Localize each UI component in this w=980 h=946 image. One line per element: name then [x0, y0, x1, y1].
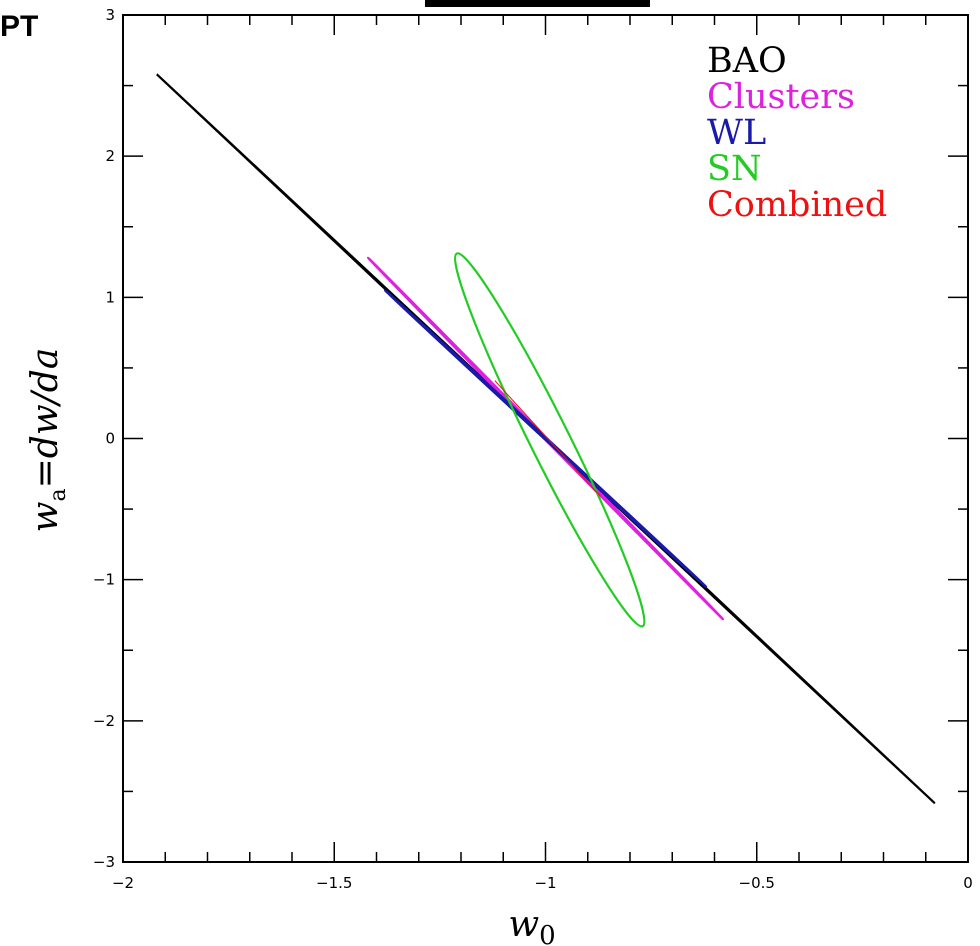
y-axis-title-rest: =dw/da	[25, 348, 66, 489]
x-tick-label: −1	[534, 874, 556, 892]
legend-entry-sn: SN	[707, 149, 762, 189]
x-tick-label: −2	[112, 874, 134, 892]
contour-sn	[454, 252, 646, 628]
tick-labels: −2 −1.5 −1 −0.5 0 −3 −2 −1 0 1 2 3	[93, 6, 973, 892]
legend-entry-combined: Combined	[707, 185, 887, 225]
contour-combined	[494, 380, 601, 497]
y-tick-label: 2	[105, 147, 115, 165]
ellipse-layer	[155, 73, 936, 804]
x-axis-title: w0	[508, 904, 555, 946]
legend-entry-wl: WL	[707, 113, 766, 153]
y-tick-label: −1	[93, 571, 115, 589]
legend-entry-bao: BAO	[707, 41, 787, 81]
x-axis-title-main: w	[508, 904, 539, 945]
x-tick-label: −0.5	[739, 874, 775, 892]
contour-wl	[383, 289, 708, 588]
y-tick-label: 3	[105, 6, 115, 24]
legend-entry-clusters: Clusters	[707, 77, 855, 117]
x-axis-title-sub: 0	[539, 921, 556, 946]
y-tick-label: 1	[105, 288, 115, 306]
x-tick-label: −1.5	[316, 874, 352, 892]
tick-marks	[122, 14, 969, 863]
y-axis-title: wa=dw/da	[25, 348, 71, 533]
y-tick-label: −3	[93, 853, 115, 871]
y-tick-label: −2	[93, 712, 115, 730]
corner-text: PT	[0, 10, 39, 43]
y-axis-title-sub: a	[46, 488, 71, 501]
x-tick-label: 0	[963, 874, 973, 892]
y-axis-title-main: w	[25, 501, 66, 532]
y-tick-label: 0	[105, 430, 115, 448]
top-decoration-bar	[425, 0, 650, 7]
